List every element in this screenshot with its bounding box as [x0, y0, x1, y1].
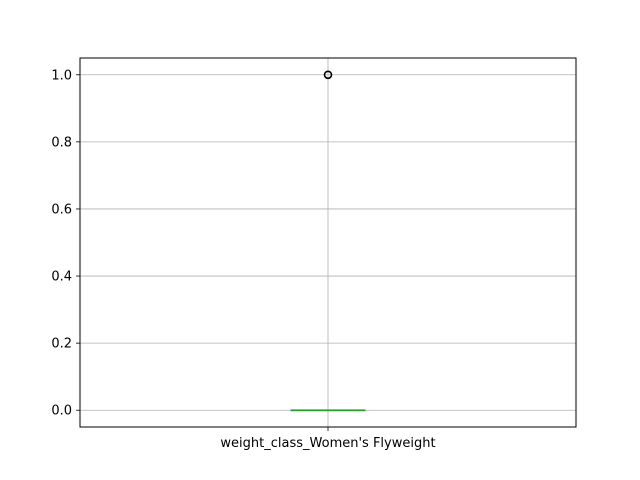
x-tick-label: weight_class_Women's Flyweight — [220, 436, 435, 451]
y-tick-label: 1.0 — [51, 68, 72, 83]
y-tick-label: 0.4 — [51, 270, 72, 285]
y-tick-label: 0.6 — [51, 202, 72, 217]
y-tick-label: 0.8 — [51, 135, 72, 150]
y-tick-label: 0.0 — [51, 404, 72, 419]
plot-layer — [290, 70, 366, 412]
y-tick-label: 0.2 — [51, 337, 72, 352]
outlier-point — [323, 70, 333, 80]
y-axis: 0.0 0.2 0.4 0.6 0.8 1.0 — [51, 68, 80, 419]
grid-layer — [80, 58, 576, 427]
x-axis: weight_class_Women's Flyweight — [220, 427, 436, 451]
